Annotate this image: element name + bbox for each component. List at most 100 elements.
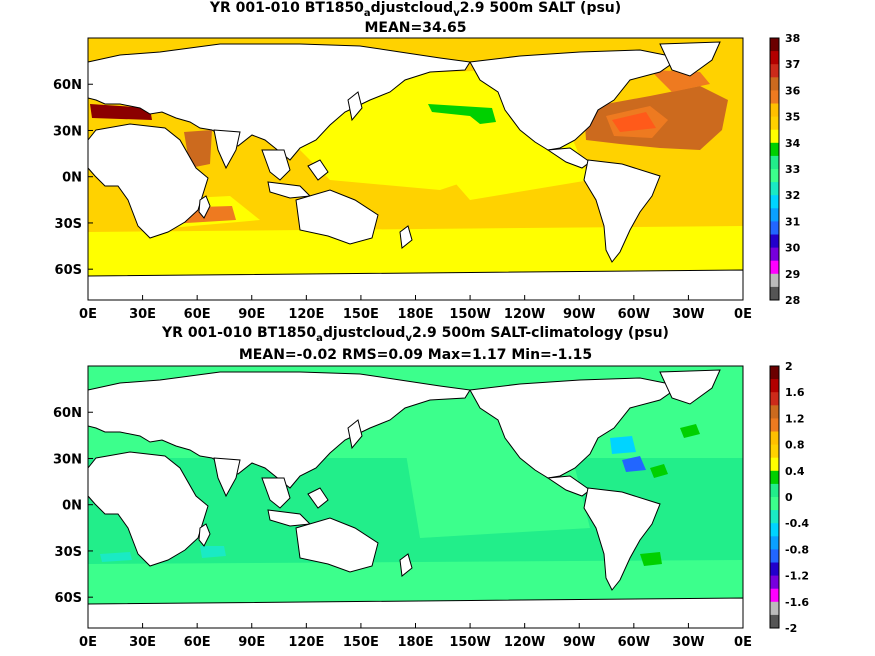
x-tick-label: 150W (449, 635, 490, 650)
colorbar-segment (770, 457, 779, 472)
x-tick-label: 120E (288, 635, 324, 650)
colorbar-segment (770, 286, 779, 301)
colorbar-segment (770, 510, 779, 524)
colorbar-segment (770, 155, 779, 170)
panel2-map (87, 365, 744, 629)
colorbar-segment (770, 273, 779, 288)
x-tick-label: 150W (449, 307, 490, 322)
colorbar-label: 30 (785, 242, 801, 255)
colorbar-segment (770, 103, 779, 118)
colorbar-segment (770, 142, 779, 157)
colorbar-label: -1.6 (785, 596, 809, 609)
colorbar-segment (770, 116, 779, 131)
colorbar-segment (770, 431, 779, 446)
colorbar-segment (770, 392, 779, 406)
y-tick-label: 0N (62, 171, 82, 186)
x-tick-label: 180E (397, 635, 433, 650)
colorbar-segment (770, 208, 779, 222)
colorbar-segment (770, 497, 779, 511)
x-tick-label: 30W (672, 635, 704, 650)
x-tick-label: 0E (79, 307, 97, 322)
colorbar-segment (770, 575, 779, 590)
colorbar-segment (770, 129, 779, 144)
panel2-subtitle: MEAN=-0.02 RMS=0.09 Max=1.17 Min=-1.15 (238, 347, 593, 363)
colorbar-segment (770, 366, 779, 380)
colorbar-segment (770, 195, 779, 209)
panel1-title: YR 001-010 BT1850adjustcloudv2.9 500m SA… (209, 0, 622, 19)
colorbar-label: 33 (785, 163, 800, 176)
x-tick-label: 120W (504, 307, 545, 322)
colorbar-label: 35 (785, 111, 800, 124)
x-tick-label: 0E (734, 307, 752, 322)
x-tick-label: 150E (343, 635, 379, 650)
y-tick-label: 60N (53, 78, 82, 93)
colorbar-segment (770, 169, 779, 183)
x-tick-label: 60W (618, 635, 650, 650)
x-tick-label: 30W (672, 307, 704, 322)
colorbar-segment (770, 470, 779, 485)
x-tick-label: 150E (343, 307, 379, 322)
x-tick-label: 0E (79, 635, 97, 650)
panel2-title: YR 001-010 BT1850adjustcloudv2.9 500m SA… (162, 325, 669, 344)
colorbar-segment (770, 536, 779, 550)
colorbar-label: 37 (785, 58, 800, 71)
colorbar-segment (770, 247, 779, 262)
y-tick-label: 30S (55, 217, 82, 232)
colorbar-segment (770, 379, 779, 393)
y-tick-label: 0N (62, 499, 82, 514)
colorbar-label: 0.4 (785, 465, 805, 478)
colorbar-segment (770, 483, 779, 498)
colorbar-segment (770, 418, 779, 432)
colorbar-label: 31 (785, 215, 800, 228)
colorbar-segment (770, 51, 779, 65)
colorbar-label: 0 (785, 491, 793, 504)
colorbar-segment (770, 405, 779, 419)
colorbar-label: -0.8 (785, 543, 809, 556)
x-tick-label: 60E (184, 307, 211, 322)
colorbar-segment (770, 444, 779, 459)
colorbar-segment (770, 234, 779, 249)
colorbar-segment (770, 549, 779, 563)
y-tick-label: 60S (55, 263, 82, 278)
x-tick-label: 180E (397, 307, 433, 322)
colorbar-segment (770, 64, 779, 78)
colorbar-segment (770, 182, 779, 196)
x-tick-label: 60E (184, 635, 211, 650)
colorbar-label: 1.2 (785, 412, 805, 425)
x-tick-label: 120W (504, 635, 545, 650)
colorbar-segment (770, 77, 779, 91)
colorbar-label: 32 (785, 189, 800, 202)
colorbar-segment (770, 523, 779, 537)
colorbar-label: 28 (785, 294, 800, 307)
colorbar-label: 29 (785, 268, 800, 281)
colorbar-label: 1.6 (785, 386, 805, 399)
colorbar-segment (770, 38, 779, 52)
colorbar-label: -2 (785, 622, 797, 635)
colorbar-label: -0.4 (785, 517, 809, 530)
x-tick-label: 30E (129, 635, 156, 650)
colorbar-segment (770, 601, 779, 616)
colorbar-frame (769, 37, 780, 301)
colorbar-label: 38 (785, 32, 800, 45)
colorbar-frame (769, 365, 780, 629)
colorbar-label: 34 (785, 137, 801, 150)
colorbar-segment (770, 221, 779, 235)
y-tick-label: 30S (55, 545, 82, 560)
x-tick-label: 120E (288, 307, 324, 322)
colorbar-segment (770, 90, 779, 104)
colorbar-segment (770, 260, 779, 275)
colorbar-label: 2 (785, 360, 793, 373)
y-tick-label: 60N (53, 406, 82, 421)
y-tick-label: 30N (53, 452, 82, 467)
x-tick-label: 90W (563, 635, 595, 650)
colorbar-label: 36 (785, 84, 801, 97)
y-tick-label: 30N (53, 124, 82, 139)
colorbar-segment (770, 588, 779, 603)
colorbar-segment (770, 614, 779, 629)
panel1-subtitle: MEAN=34.65 (364, 20, 467, 36)
colorbar-segment (770, 562, 779, 577)
x-tick-label: 30E (129, 307, 156, 322)
x-tick-label: 90E (238, 307, 265, 322)
x-tick-label: 0E (734, 635, 752, 650)
